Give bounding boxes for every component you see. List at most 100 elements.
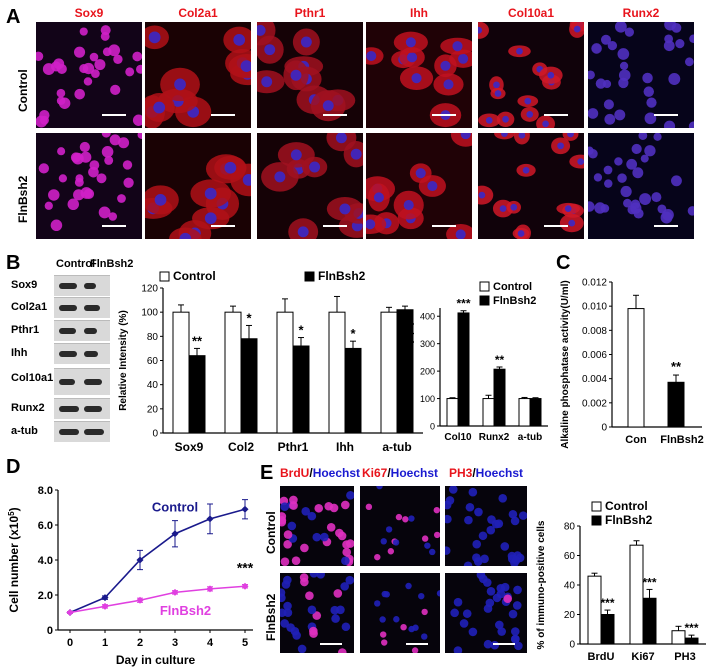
y-tick-label: 40 xyxy=(147,380,159,391)
nucleus xyxy=(342,540,351,549)
scale-bar xyxy=(654,114,678,116)
nucleus xyxy=(453,597,463,607)
blot-strip-col10a1 xyxy=(54,368,110,395)
data-point xyxy=(136,556,144,564)
x-tick-label: 3 xyxy=(172,637,178,649)
blot-label-runx2: Runx2 xyxy=(11,402,45,414)
nucleus xyxy=(309,161,321,173)
nucleus xyxy=(460,133,471,140)
nucleus xyxy=(478,531,488,541)
micrograph-sox9-control xyxy=(36,22,142,128)
nucleus xyxy=(664,34,674,44)
blot-label-col2a1: Col2a1 xyxy=(11,301,48,313)
data-point xyxy=(171,530,179,538)
stain-label-ph3: PH3/Hoechst xyxy=(445,466,527,480)
nucleus xyxy=(646,97,657,108)
nucleus xyxy=(38,163,49,174)
nucleus xyxy=(499,205,507,212)
blot-label-a-tub: a-tub xyxy=(11,425,38,437)
marker-label-pthr1: Pthr1 xyxy=(294,6,326,20)
nucleus xyxy=(274,171,286,183)
bar xyxy=(224,311,242,434)
nucleus xyxy=(684,57,694,67)
nucleus xyxy=(493,81,500,89)
bar xyxy=(457,312,470,427)
y-tick-label: 0.012 xyxy=(582,278,607,289)
micrograph xyxy=(261,133,363,239)
category-label: a-tub xyxy=(382,440,411,454)
nucleus xyxy=(335,528,344,538)
bar xyxy=(276,311,294,434)
blot-label-pthr1: Pthr1 xyxy=(11,324,40,336)
micrograph-e-0-0 xyxy=(280,486,354,566)
nucleus xyxy=(67,198,80,210)
nucleus xyxy=(513,585,522,595)
nucleus xyxy=(472,539,482,549)
nucleus xyxy=(524,97,532,105)
scale-bar xyxy=(211,225,235,227)
micrograph-runx2-control xyxy=(588,22,694,128)
nucleus xyxy=(495,620,504,630)
nucleus xyxy=(407,52,418,63)
nucleus xyxy=(122,160,133,170)
nucleus xyxy=(405,37,416,48)
data-point xyxy=(136,596,144,604)
y-tick-label: 20 xyxy=(564,610,576,621)
significance-marker: *** xyxy=(600,596,614,610)
bar xyxy=(446,398,459,427)
nucleus xyxy=(671,22,682,33)
micrograph xyxy=(365,486,440,561)
marker-label-sox9: Sox9 xyxy=(74,6,104,20)
nucleus xyxy=(96,173,107,184)
nucleus xyxy=(73,46,86,58)
nucleus xyxy=(89,160,100,171)
nucleus xyxy=(626,158,638,170)
stain-text: Ki67 xyxy=(361,466,388,480)
nucleus xyxy=(79,27,88,36)
nucleus xyxy=(518,133,526,139)
nucleus xyxy=(522,166,530,174)
category-label: FlnBsh2 xyxy=(660,434,703,446)
micrograph-col10a1-control xyxy=(478,22,584,128)
nucleus xyxy=(436,590,440,597)
bar xyxy=(600,614,615,645)
nucleus xyxy=(421,633,428,640)
x-tick-label: 5 xyxy=(242,637,248,649)
blot-header-control: Control xyxy=(56,258,96,270)
series-line-flnbsh2 xyxy=(69,585,246,614)
nucleus xyxy=(547,71,555,79)
scale-bar xyxy=(406,643,428,645)
nucleus xyxy=(331,614,340,623)
data-point xyxy=(206,585,214,593)
micrograph-col2a1-flnbsh2 xyxy=(145,133,251,239)
nucleus xyxy=(651,192,662,203)
band-flnbsh2 xyxy=(84,328,97,334)
nucleus xyxy=(58,174,68,183)
nucleus xyxy=(305,591,314,601)
nucleus xyxy=(281,580,291,589)
nucleus xyxy=(455,229,466,239)
nucleus xyxy=(675,39,685,49)
nucleus xyxy=(240,60,251,73)
nucleus xyxy=(307,511,317,521)
nucleus xyxy=(58,97,71,109)
nucleus xyxy=(607,40,618,51)
blot-label-col10a1: Col10a1 xyxy=(11,372,54,384)
nucleus xyxy=(500,542,510,551)
nucleus xyxy=(500,582,510,592)
legend-swatch xyxy=(591,501,602,512)
nucleus xyxy=(516,47,523,55)
micrograph xyxy=(36,25,142,128)
nucleus xyxy=(462,609,472,618)
nucleus xyxy=(101,145,114,158)
nucleus xyxy=(283,601,292,611)
nucleus xyxy=(291,556,301,565)
micrograph-pthr1-flnbsh2 xyxy=(257,133,363,239)
nucleus xyxy=(79,141,90,153)
nucleus xyxy=(280,557,290,566)
nucleus xyxy=(74,177,84,187)
nucleus xyxy=(316,573,325,579)
nucleus xyxy=(48,189,60,201)
nucleus xyxy=(468,487,478,497)
nucleus xyxy=(412,624,419,631)
